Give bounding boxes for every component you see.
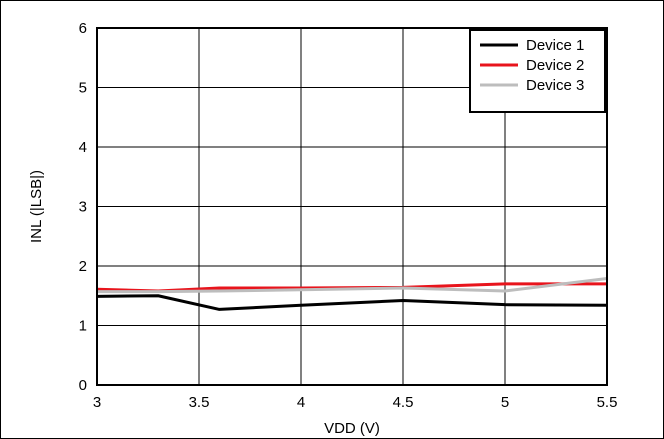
y-tick-label: 1 <box>79 318 87 335</box>
y-tick-label: 2 <box>79 258 87 275</box>
x-tick-label: 5.5 <box>597 394 618 411</box>
x-tick-label: 4 <box>297 394 305 411</box>
legend-entry: Device 1 <box>526 37 584 54</box>
x-tick-label: 3 <box>93 394 101 411</box>
tick-labels: 3 3.5 4 4.5 5 5.5 0 1 2 3 4 5 6 <box>79 20 618 411</box>
series-line-3 <box>97 277 608 294</box>
legend-entry: Device 2 <box>526 57 584 74</box>
series-lines <box>96 277 608 311</box>
y-tick-label: 5 <box>79 80 87 97</box>
y-tick-label: 4 <box>79 139 87 156</box>
x-tick-label: 3.5 <box>189 394 210 411</box>
y-tick-label: 3 <box>79 199 87 216</box>
x-tick-label: 4.5 <box>393 394 414 411</box>
y-tick-label: 6 <box>79 20 87 37</box>
legend: Device 1 Device 2 Device 3 <box>469 29 606 113</box>
plot-area-border <box>96 27 608 386</box>
x-axis-label: VDD (V) <box>324 420 380 437</box>
legend-entry: Device 3 <box>526 77 584 94</box>
x-tick-label: 5 <box>501 394 509 411</box>
y-tick-label: 0 <box>79 377 87 394</box>
series-line-1 <box>96 294 608 311</box>
y-axis-label: INL (|LSB|) <box>28 170 45 243</box>
